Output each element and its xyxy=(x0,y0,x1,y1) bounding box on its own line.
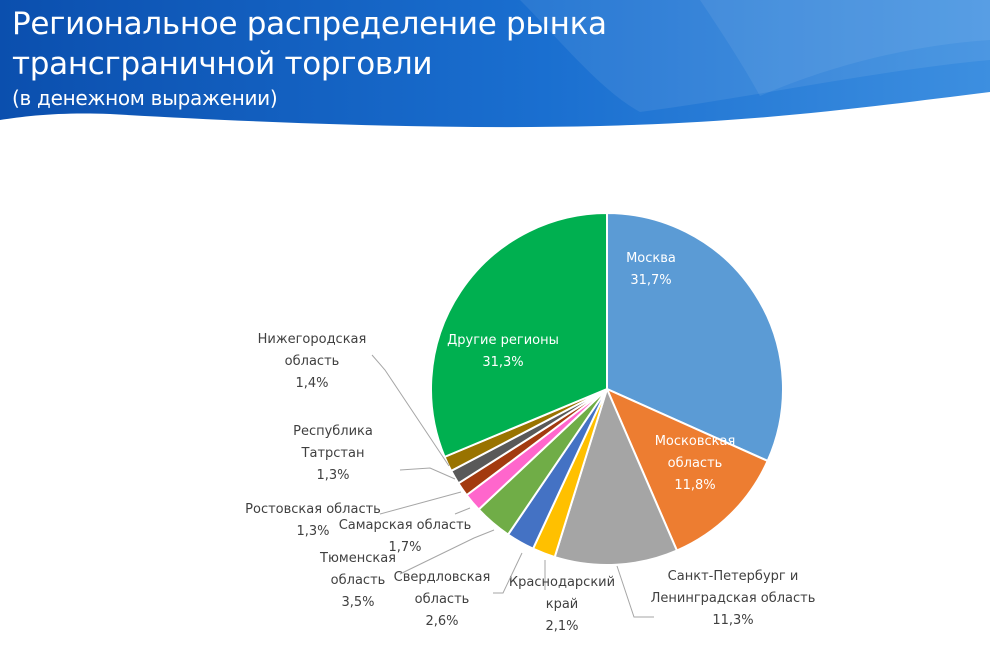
data-label-7: Самарская область 1,7% xyxy=(339,518,472,555)
data-label-5: Свердловская область 2,6% xyxy=(394,570,491,629)
data-label-3: Санкт-Петербург и Ленинградская область 11… xyxy=(651,569,816,628)
data-label-4: Краснодарский край 2,1% xyxy=(509,575,615,634)
header-banner-highlight xyxy=(520,0,990,112)
leader-line-6 xyxy=(399,529,495,575)
pie-slice-3 xyxy=(553,386,679,566)
pie-slice-11 xyxy=(430,211,608,459)
page-subtitle: (в денежном выражении) xyxy=(12,86,278,110)
header-banner xyxy=(0,0,990,128)
pie-slice-1 xyxy=(606,211,784,463)
page-title-line-1: Региональное распределение рынка xyxy=(12,6,607,42)
data-label-1: Москва 31,7% xyxy=(626,251,676,288)
leader-line-9 xyxy=(399,467,456,480)
page-title-line-2: трансграничной торговли xyxy=(12,46,433,82)
data-label-6: Тюменская область 3,5% xyxy=(319,551,396,610)
header-banner-highlight-2 xyxy=(700,0,990,96)
data-label-10: Нижегородская область 1,4% xyxy=(258,332,367,391)
leader-line-10 xyxy=(371,354,450,467)
pie-slice-2 xyxy=(605,387,769,552)
data-label-9: Республика Татрстан 1,3% xyxy=(293,424,373,483)
header-banner-shape xyxy=(0,0,990,128)
data-label-8: Ростовская область 1,3% xyxy=(245,502,381,539)
leader-line-5 xyxy=(493,552,523,594)
data-label-11: Другие регионы 31,3% xyxy=(447,333,559,370)
leader-line-8 xyxy=(379,491,462,515)
leader-line-7 xyxy=(454,507,471,515)
leader-line-3 xyxy=(616,565,654,618)
data-label-2: Московская область 11,8% xyxy=(655,434,736,493)
